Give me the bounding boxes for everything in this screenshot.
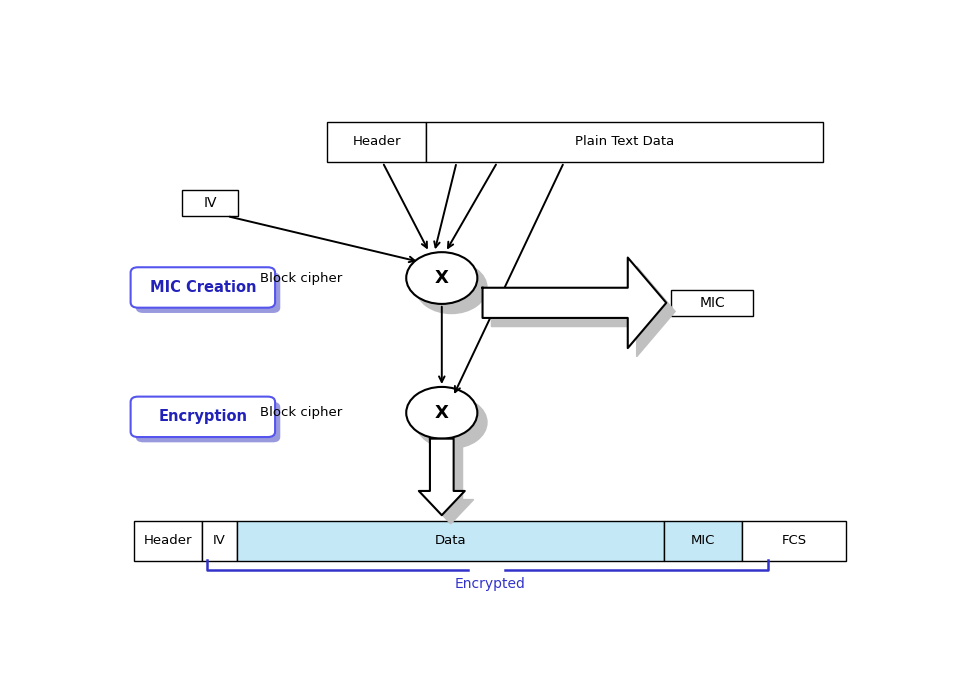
Circle shape <box>406 387 477 439</box>
Circle shape <box>406 252 477 304</box>
Bar <box>134 521 202 561</box>
Bar <box>327 122 426 162</box>
Bar <box>183 190 238 216</box>
Text: Plain Text Data: Plain Text Data <box>576 135 674 148</box>
FancyBboxPatch shape <box>136 402 280 442</box>
FancyBboxPatch shape <box>131 397 275 437</box>
Text: MIC: MIC <box>691 534 715 547</box>
Text: Data: Data <box>435 534 467 547</box>
FancyBboxPatch shape <box>131 267 275 308</box>
Text: X: X <box>435 404 448 422</box>
Bar <box>743 521 845 561</box>
Bar <box>202 521 237 561</box>
Polygon shape <box>483 258 666 348</box>
Text: FCS: FCS <box>781 534 807 547</box>
Text: MIC: MIC <box>700 296 725 310</box>
FancyBboxPatch shape <box>136 272 280 313</box>
Circle shape <box>416 396 487 448</box>
Bar <box>237 521 664 561</box>
Text: Header: Header <box>353 135 401 148</box>
Bar <box>671 290 753 316</box>
Text: Encrypted: Encrypted <box>454 577 526 591</box>
Text: Block cipher: Block cipher <box>259 406 341 419</box>
Circle shape <box>416 262 487 314</box>
Text: Encryption: Encryption <box>159 410 248 424</box>
Polygon shape <box>491 266 675 357</box>
Text: Header: Header <box>143 534 192 547</box>
Text: X: X <box>435 269 448 287</box>
Bar <box>664 521 743 561</box>
Text: MIC Creation: MIC Creation <box>149 280 256 295</box>
Bar <box>426 122 823 162</box>
Polygon shape <box>427 447 473 524</box>
Polygon shape <box>419 439 465 515</box>
Text: IV: IV <box>213 534 227 547</box>
Text: Block cipher: Block cipher <box>259 272 341 284</box>
Text: IV: IV <box>204 196 217 210</box>
